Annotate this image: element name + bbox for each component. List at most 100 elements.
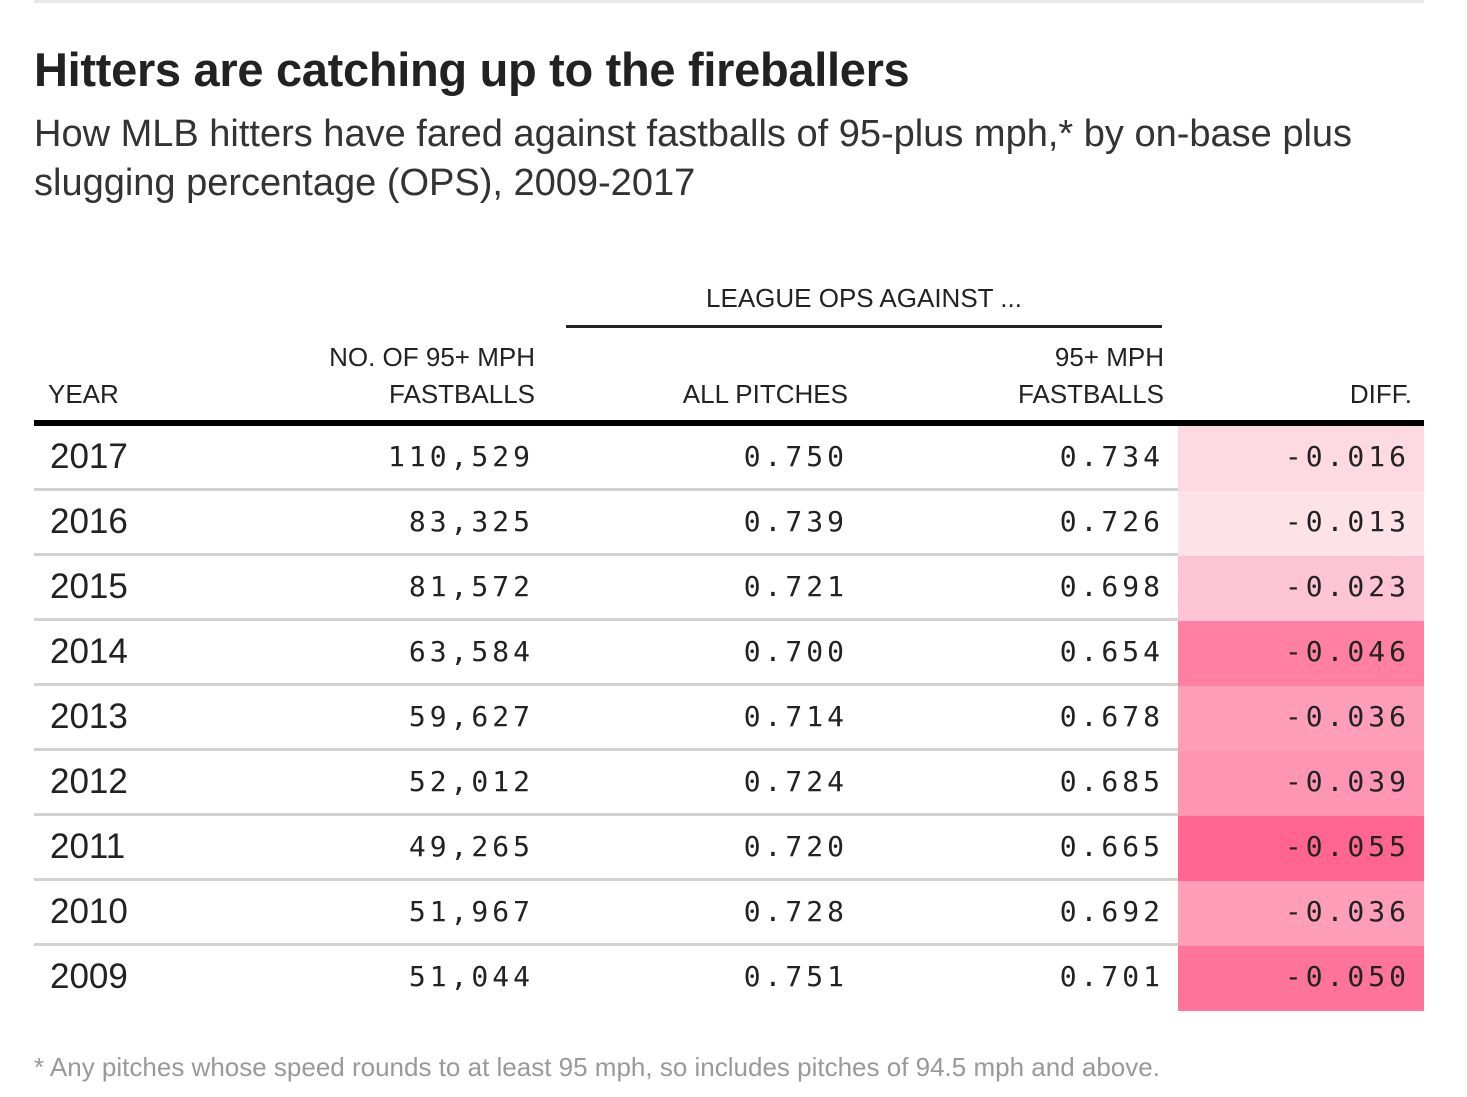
cell-diff-value: -0.016 (1284, 440, 1410, 473)
cell-fastball-count-value: 59,627 (408, 700, 534, 733)
cell-ops-fastballs-value: 0.685 (1059, 765, 1164, 798)
cell-year: 2015 (50, 556, 128, 618)
cell-fastball-count: 52,012 (409, 751, 534, 813)
cell-ops-all-pitches: 0.751 (744, 946, 848, 1008)
cell-ops-all-pitches-value: 0.739 (743, 505, 848, 538)
cell-year-value: 2015 (50, 567, 128, 606)
cell-fastball-count: 51,967 (409, 881, 534, 943)
cell-fastball-count: 63,584 (409, 621, 534, 683)
cell-ops-fastballs: 0.701 (1060, 946, 1164, 1008)
cell-fastball-count-value: 81,572 (408, 570, 534, 603)
table-row: 2015 81,572 0.721 0.698 -0.023 (34, 556, 1424, 621)
cell-ops-all-pitches: 0.700 (744, 621, 848, 683)
cell-ops-fastballs-value: 0.665 (1059, 830, 1164, 863)
cell-ops-all-pitches: 0.714 (744, 686, 848, 748)
table-row: 2013 59,627 0.714 0.678 -0.036 (34, 686, 1424, 751)
column-header-all-label: ALL PITCHES (682, 379, 848, 409)
table-row: 2009 51,044 0.751 0.701 -0.050 (34, 946, 1424, 1011)
cell-diff: -0.036 (1178, 686, 1424, 751)
cell-diff: -0.013 (1178, 491, 1424, 556)
cell-fastball-count: 59,627 (409, 686, 534, 748)
header-rule (34, 420, 1424, 426)
cell-year: 2016 (50, 491, 128, 553)
cell-year: 2009 (50, 946, 128, 1008)
cell-diff: -0.039 (1178, 751, 1424, 816)
cell-ops-all-pitches: 0.720 (744, 816, 848, 878)
top-rule (34, 0, 1424, 3)
cell-year: 2013 (50, 686, 128, 748)
cell-ops-all-pitches-value: 0.720 (743, 830, 848, 863)
cell-fastball-count: 49,265 (409, 816, 534, 878)
chart-subtitle: How MLB hitters have fared against fastb… (34, 113, 1353, 204)
column-header-all-pitches: ALL PITCHES (600, 376, 848, 413)
cell-ops-fastballs: 0.734 (1060, 426, 1164, 488)
cell-ops-fastballs-value: 0.701 (1059, 960, 1164, 993)
column-header-count-line2: FASTBALLS (389, 379, 535, 409)
cell-fastball-count-value: 63,584 (408, 635, 534, 668)
cell-fastball-count: 51,044 (409, 946, 534, 1008)
cell-fastball-count: 83,325 (409, 491, 534, 553)
chart-title: Hitters are catching up to the fireballe… (34, 43, 910, 96)
cell-ops-all-pitches-value: 0.728 (743, 895, 848, 928)
table-body: 2017 110,529 0.750 0.734 -0.016 2016 83,325 0.7… (34, 426, 1424, 1011)
cell-ops-all-pitches-value: 0.750 (743, 440, 848, 473)
column-header-fast-line1: 95+ MPH (1054, 342, 1164, 372)
table-row: 2011 49,265 0.720 0.665 -0.055 (34, 816, 1424, 881)
footnote: * Any pitches whose speed rounds to at l… (34, 1052, 1160, 1082)
cell-ops-fastballs-value: 0.678 (1059, 700, 1164, 733)
cell-diff: -0.050 (1178, 946, 1424, 1011)
cell-fastball-count-value: 83,325 (408, 505, 534, 538)
cell-diff: -0.016 (1178, 426, 1424, 491)
cell-ops-fastballs-value: 0.734 (1059, 440, 1164, 473)
cell-ops-fastballs: 0.685 (1060, 751, 1164, 813)
column-header-fastballs: 95+ MPH FASTBALLS (900, 339, 1164, 413)
table-row: 2017 110,529 0.750 0.734 -0.016 (34, 426, 1424, 491)
cell-year-value: 2009 (50, 957, 128, 996)
cell-ops-all-pitches-value: 0.700 (743, 635, 848, 668)
group-header-league-ops: LEAGUE OPS AGAINST ... (706, 283, 1022, 313)
cell-diff-value: -0.036 (1284, 700, 1410, 733)
column-header-diff: DIFF. (1250, 376, 1412, 413)
cell-ops-all-pitches: 0.750 (744, 426, 848, 488)
cell-ops-fastballs: 0.678 (1060, 686, 1164, 748)
cell-ops-all-pitches-value: 0.724 (743, 765, 848, 798)
column-header-year: YEAR (48, 376, 119, 413)
cell-diff-value: -0.039 (1284, 765, 1410, 798)
cell-ops-fastballs: 0.726 (1060, 491, 1164, 553)
cell-diff-value: -0.046 (1284, 635, 1410, 668)
cell-ops-fastballs: 0.665 (1060, 816, 1164, 878)
cell-ops-fastballs: 0.692 (1060, 881, 1164, 943)
cell-fastball-count-value: 52,012 (408, 765, 534, 798)
cell-fastball-count: 81,572 (409, 556, 534, 618)
cell-year-value: 2017 (50, 437, 128, 476)
cell-year: 2014 (50, 621, 128, 683)
cell-ops-fastballs-value: 0.726 (1059, 505, 1164, 538)
group-header-rule (566, 325, 1162, 328)
cell-ops-all-pitches-value: 0.714 (743, 700, 848, 733)
cell-year: 2012 (50, 751, 128, 813)
cell-diff-value: -0.023 (1284, 570, 1410, 603)
cell-diff-value: -0.055 (1284, 830, 1410, 863)
cell-ops-fastballs-value: 0.692 (1059, 895, 1164, 928)
cell-ops-fastballs-value: 0.698 (1059, 570, 1164, 603)
cell-fastball-count-value: 110,529 (387, 440, 534, 473)
cell-ops-fastballs: 0.698 (1060, 556, 1164, 618)
cell-ops-all-pitches: 0.728 (744, 881, 848, 943)
cell-year-value: 2010 (50, 892, 128, 931)
cell-year: 2017 (50, 426, 128, 488)
cell-year-value: 2013 (50, 697, 128, 736)
cell-year-value: 2016 (50, 502, 128, 541)
cell-fastball-count-value: 51,967 (408, 895, 534, 928)
cell-year-value: 2012 (50, 762, 128, 801)
cell-fastball-count-value: 49,265 (408, 830, 534, 863)
column-header-count: NO. OF 95+ MPH FASTBALLS (250, 339, 535, 413)
cell-diff-value: -0.036 (1284, 895, 1410, 928)
table-row: 2014 63,584 0.700 0.654 -0.046 (34, 621, 1424, 686)
cell-year-value: 2011 (50, 827, 126, 866)
cell-diff-value: -0.013 (1284, 505, 1410, 538)
cell-ops-all-pitches: 0.721 (744, 556, 848, 618)
cell-diff-value: -0.050 (1284, 960, 1410, 993)
cell-diff: -0.036 (1178, 881, 1424, 946)
cell-year-value: 2014 (50, 632, 128, 671)
cell-ops-all-pitches: 0.739 (744, 491, 848, 553)
